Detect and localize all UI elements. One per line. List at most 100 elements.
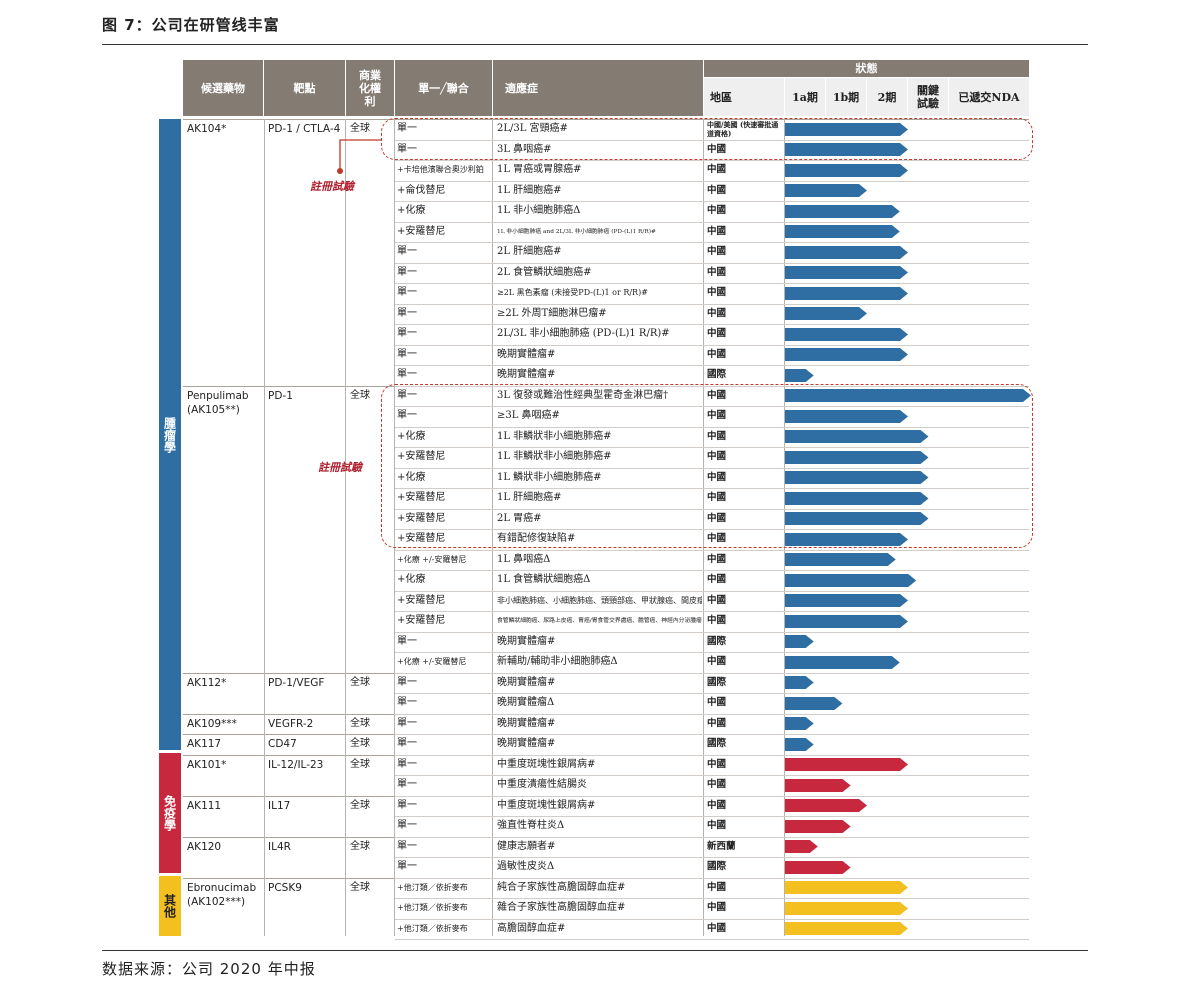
row-indication: 2L 胃癌# xyxy=(497,512,542,524)
row-divider xyxy=(395,529,1029,530)
candidate-name: AK112* xyxy=(187,676,227,689)
row-divider xyxy=(395,590,1029,592)
row-combination: 單一 xyxy=(397,697,417,708)
row-indication: 1L 非小細胞肺癌Δ xyxy=(497,205,581,216)
progress-arrow xyxy=(785,450,929,464)
row-combination: +化療 xyxy=(397,471,426,483)
row-divider xyxy=(395,488,1029,489)
row-region: 中國/美國 (快速審批通道資格) xyxy=(707,120,779,138)
row-divider xyxy=(395,611,1029,612)
progress-arrow xyxy=(785,204,900,218)
header-target: 靶點 xyxy=(264,60,345,116)
row-region: 中國 xyxy=(707,533,727,544)
row-indication: 晚期實體瘤Δ xyxy=(497,697,555,708)
row-divider xyxy=(395,652,1029,653)
row-combination: 單一 xyxy=(397,348,417,360)
progress-arrow xyxy=(785,532,908,546)
row-divider xyxy=(395,836,1029,838)
row-combination: 單一 xyxy=(397,123,417,134)
row-combination: 單一 xyxy=(397,307,417,319)
header-phase1a: 1a期 xyxy=(785,78,825,116)
row-divider xyxy=(395,939,1029,940)
row-combination: +他汀類／依折麥布 xyxy=(397,882,468,892)
row-indication: 晚期實體瘤# xyxy=(497,369,556,380)
row-region: 中國 xyxy=(707,451,727,462)
header-status: 狀態 xyxy=(704,60,1029,77)
category-immunology: 免疫學 xyxy=(159,753,181,873)
row-indication: 1L 非小細胞肺癌 and 2L/3L 非小細胞肺癌 (PD-(L)1 R/R)… xyxy=(497,228,656,235)
row-region: 國際 xyxy=(707,635,727,647)
row-divider xyxy=(395,201,1029,202)
row-region: 中國 xyxy=(707,471,727,483)
row-indication: ≥3L 鼻咽癌# xyxy=(497,410,560,421)
progress-arrow xyxy=(785,389,1031,402)
row-region: 國際 xyxy=(707,861,727,872)
row-divider xyxy=(395,795,1029,797)
header-phase2: 2期 xyxy=(867,78,907,116)
progress-arrow xyxy=(785,573,917,587)
candidate-name: AK104* xyxy=(187,123,227,135)
candidate-target: PD-1 xyxy=(268,389,293,402)
candidate-name: AK109*** xyxy=(187,717,237,730)
row-combination: +安羅替尼 xyxy=(397,225,446,237)
row-divider xyxy=(395,877,1029,879)
progress-arrow xyxy=(785,225,900,238)
candidate-separator xyxy=(183,119,1029,120)
row-combination: +化療 xyxy=(397,430,426,442)
row-divider xyxy=(395,221,1029,223)
category-oncology: 腫瘤學 xyxy=(159,119,181,750)
row-combination: +安羅替尼 xyxy=(397,492,446,503)
row-indication: 晚期實體瘤# xyxy=(497,676,556,688)
row-divider xyxy=(395,775,1029,776)
row-divider xyxy=(395,734,1029,735)
header-region: 地區 xyxy=(704,78,784,116)
column-divider xyxy=(703,119,704,936)
row-combination: +安羅替尼 xyxy=(397,533,446,544)
category-other: 其他 xyxy=(159,876,181,936)
progress-arrow xyxy=(785,266,908,279)
registration-note-ak104: 註冊試驗 xyxy=(310,180,354,193)
row-indication: 強直性脊柱炎Δ xyxy=(497,820,565,831)
progress-arrow xyxy=(785,840,818,853)
row-region: 中國 xyxy=(707,697,727,708)
row-combination: +安羅替尼 xyxy=(397,615,446,626)
footer-rule xyxy=(102,950,1088,951)
row-divider xyxy=(395,672,1029,674)
row-region: 中國 xyxy=(707,225,727,237)
progress-arrow xyxy=(785,901,908,915)
column-divider xyxy=(784,119,785,936)
column-divider xyxy=(264,119,265,936)
row-indication: 1L 非鱗狀非小細胞肺癌# xyxy=(497,451,612,462)
progress-arrow xyxy=(785,286,908,300)
row-combination: 單一 xyxy=(397,717,417,729)
progress-arrow xyxy=(785,881,908,894)
row-region: 中國 xyxy=(707,389,727,401)
row-combination: +侖伐替尼 xyxy=(397,184,446,196)
progress-arrow xyxy=(785,245,908,259)
progress-arrow xyxy=(785,553,896,566)
progress-arrow xyxy=(785,122,908,136)
row-region: 中國 xyxy=(707,348,727,360)
row-divider xyxy=(395,693,1029,694)
row-region: 國際 xyxy=(707,369,727,380)
row-divider xyxy=(395,303,1029,305)
row-divider xyxy=(395,426,1029,428)
row-region: 中國 xyxy=(707,779,727,790)
row-combination: 單一 xyxy=(397,328,417,339)
row-combination: 單一 xyxy=(397,635,417,647)
candidate-rights: 全球 xyxy=(350,758,370,770)
figure-title: 图 7：公司在研管线丰富 xyxy=(102,16,280,34)
row-indication: 晚期實體瘤# xyxy=(497,348,556,360)
row-divider xyxy=(395,508,1029,510)
row-combination: 單一 xyxy=(397,266,417,278)
row-indication: 食管鱗狀細胞癌、尿路上皮癌、胃癌/胃食管交界處癌、膽管癌、神經內分泌腫瘤 (NE… xyxy=(497,618,702,624)
row-indication: 晚期實體瘤# xyxy=(497,717,556,729)
row-combination: +安羅替尼 xyxy=(397,451,446,462)
row-indication: 1L 肝細胞癌# xyxy=(497,184,562,196)
candidate-target: IL-12/IL-23 xyxy=(268,758,324,771)
registration-connector xyxy=(337,139,382,174)
candidate-rights: 全球 xyxy=(350,389,370,401)
row-combination: +安羅替尼 xyxy=(397,594,446,606)
row-indication: 1L 鼻咽癌Δ xyxy=(497,553,551,565)
row-combination: +卡培他濱聯合奧沙利鉑 xyxy=(397,165,484,174)
